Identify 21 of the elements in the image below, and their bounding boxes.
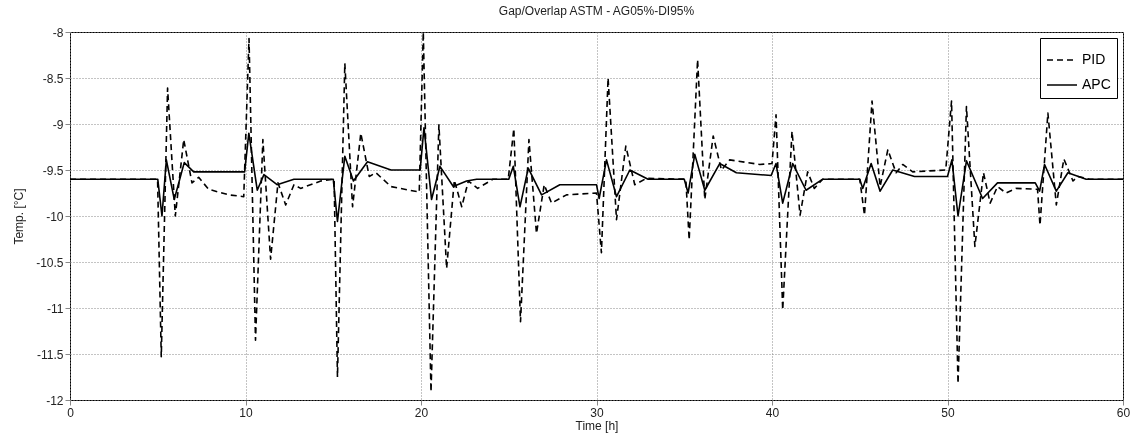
y-tick-label: -8 bbox=[52, 25, 64, 40]
x-tick-label: 20 bbox=[414, 405, 429, 420]
x-tick-label: 0 bbox=[67, 405, 75, 420]
y-tick-label: -11 bbox=[47, 301, 64, 316]
y-tick-label: -9.5 bbox=[42, 163, 64, 178]
y-axis-title: Temp. [°C] bbox=[12, 188, 27, 245]
y-tick-label: -12 bbox=[46, 393, 64, 408]
x-tick-label: 30 bbox=[590, 405, 604, 420]
y-tick-label: -10 bbox=[46, 209, 64, 224]
x-tick-label: 50 bbox=[941, 405, 955, 420]
x-tick-label: 40 bbox=[765, 405, 780, 420]
x-tick-label: 10 bbox=[239, 405, 253, 420]
x-tick-label: 60 bbox=[1116, 405, 1131, 420]
chart-title: Gap/Overlap ASTM - AG05%-DI95% bbox=[498, 4, 695, 18]
y-tick-label: -10.5 bbox=[36, 255, 64, 270]
y-tick-label: -8.5 bbox=[42, 71, 64, 86]
legend-label: APC bbox=[1082, 76, 1111, 92]
y-tick-label: -9 bbox=[52, 117, 64, 132]
y-tick-label: -11.5 bbox=[37, 347, 64, 362]
legend-label: PID bbox=[1082, 51, 1106, 67]
x-axis-title: Time [h] bbox=[575, 418, 619, 433]
